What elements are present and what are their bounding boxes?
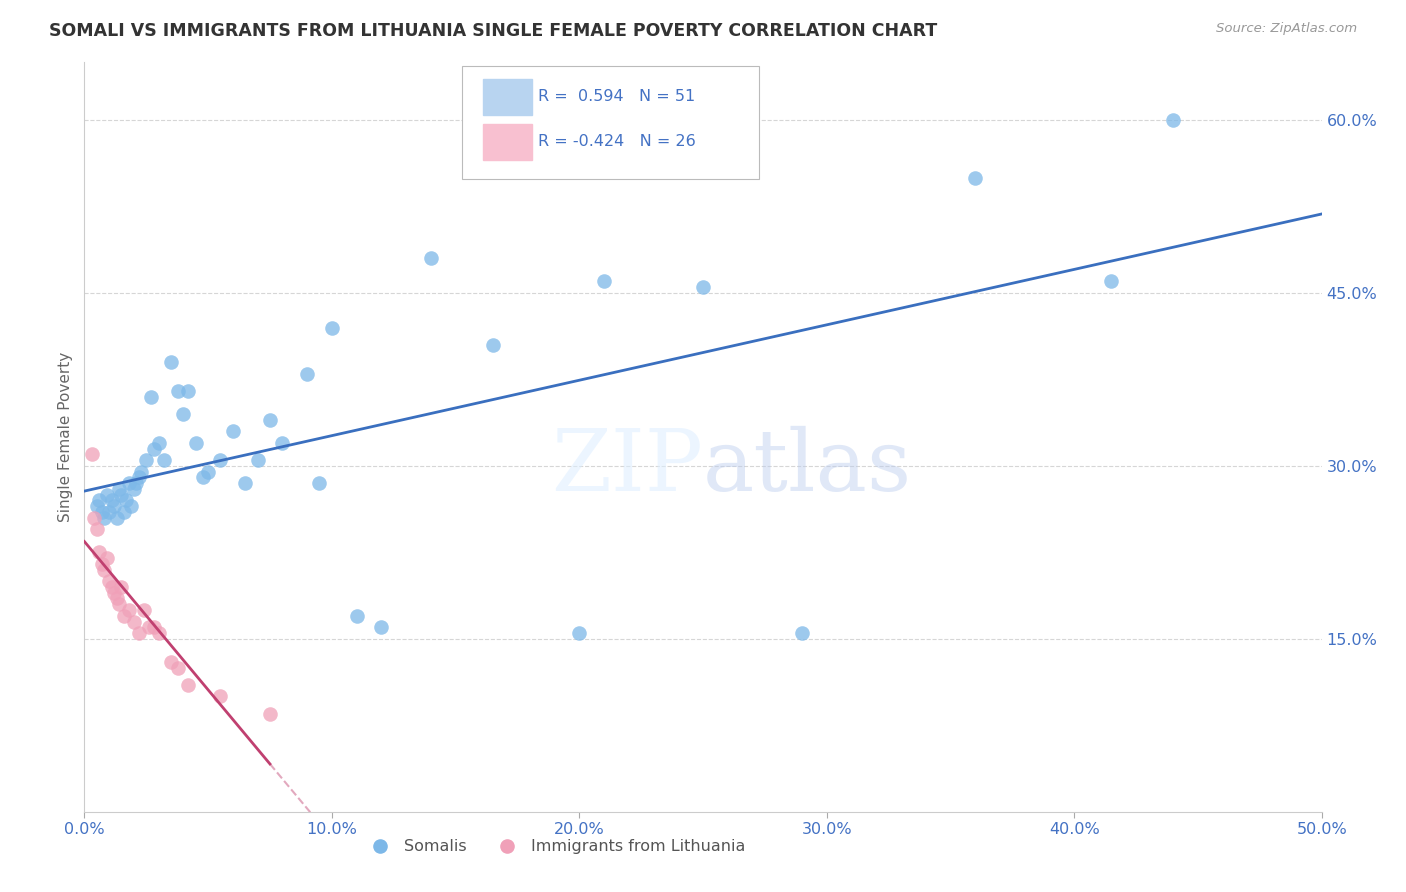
Point bbox=[152, 453, 174, 467]
Point bbox=[593, 275, 616, 289]
Point bbox=[98, 574, 121, 589]
Point bbox=[965, 170, 987, 185]
Point bbox=[148, 626, 170, 640]
Point bbox=[209, 453, 232, 467]
Point bbox=[1161, 113, 1184, 128]
Text: ZIP: ZIP bbox=[551, 425, 703, 508]
FancyBboxPatch shape bbox=[461, 66, 759, 178]
Point bbox=[120, 500, 142, 514]
Point bbox=[172, 407, 194, 421]
Point bbox=[110, 488, 132, 502]
Point bbox=[93, 563, 115, 577]
Point bbox=[233, 476, 256, 491]
Point bbox=[110, 580, 132, 594]
Point bbox=[308, 476, 330, 491]
Point bbox=[83, 510, 105, 524]
Point bbox=[112, 505, 135, 519]
Point bbox=[177, 384, 200, 398]
FancyBboxPatch shape bbox=[482, 78, 533, 115]
Point bbox=[370, 620, 392, 634]
Point bbox=[141, 390, 163, 404]
Point bbox=[246, 453, 269, 467]
Point bbox=[105, 591, 128, 606]
Point bbox=[96, 488, 118, 502]
Point bbox=[122, 615, 145, 629]
Point bbox=[90, 557, 112, 571]
Point bbox=[142, 620, 165, 634]
Point bbox=[115, 493, 138, 508]
Point bbox=[568, 626, 591, 640]
Point bbox=[1099, 275, 1122, 289]
Point bbox=[184, 435, 207, 450]
Text: R = -0.424   N = 26: R = -0.424 N = 26 bbox=[538, 134, 696, 149]
Point bbox=[122, 482, 145, 496]
Point bbox=[160, 355, 183, 369]
Point bbox=[138, 620, 160, 634]
Point bbox=[209, 690, 232, 704]
Point bbox=[419, 252, 441, 266]
Point bbox=[118, 476, 141, 491]
Point bbox=[197, 465, 219, 479]
Y-axis label: Single Female Poverty: Single Female Poverty bbox=[58, 352, 73, 522]
Point bbox=[89, 493, 111, 508]
Legend: Somalis, Immigrants from Lithuania: Somalis, Immigrants from Lithuania bbox=[357, 832, 751, 860]
Point bbox=[118, 603, 141, 617]
Point bbox=[128, 470, 150, 484]
Point bbox=[271, 435, 294, 450]
Point bbox=[98, 505, 121, 519]
Point bbox=[160, 655, 183, 669]
Point bbox=[112, 608, 135, 623]
Point bbox=[222, 425, 245, 439]
Point bbox=[96, 551, 118, 566]
Point bbox=[125, 476, 148, 491]
Point bbox=[93, 510, 115, 524]
Point bbox=[80, 447, 103, 461]
Point bbox=[132, 603, 155, 617]
Point bbox=[177, 678, 200, 692]
Point bbox=[108, 597, 131, 611]
Point bbox=[90, 505, 112, 519]
Point bbox=[86, 522, 108, 536]
Point bbox=[790, 626, 813, 640]
Point bbox=[108, 482, 131, 496]
Point bbox=[692, 280, 714, 294]
Point bbox=[86, 500, 108, 514]
Point bbox=[148, 435, 170, 450]
Point bbox=[129, 465, 152, 479]
Point bbox=[295, 367, 318, 381]
Point bbox=[346, 608, 368, 623]
Text: Source: ZipAtlas.com: Source: ZipAtlas.com bbox=[1216, 22, 1357, 36]
Point bbox=[142, 442, 165, 456]
Text: atlas: atlas bbox=[703, 425, 912, 508]
Text: SOMALI VS IMMIGRANTS FROM LITHUANIA SINGLE FEMALE POVERTY CORRELATION CHART: SOMALI VS IMMIGRANTS FROM LITHUANIA SING… bbox=[49, 22, 938, 40]
Point bbox=[128, 626, 150, 640]
FancyBboxPatch shape bbox=[482, 124, 533, 160]
Point bbox=[167, 660, 190, 674]
Point bbox=[103, 585, 125, 599]
Point bbox=[321, 320, 343, 334]
Point bbox=[259, 413, 281, 427]
Point bbox=[89, 545, 111, 559]
Point bbox=[191, 470, 214, 484]
Point bbox=[481, 338, 503, 352]
Point bbox=[100, 493, 122, 508]
Point bbox=[167, 384, 190, 398]
Point bbox=[103, 500, 125, 514]
Point bbox=[100, 580, 122, 594]
Point bbox=[135, 453, 157, 467]
Point bbox=[105, 510, 128, 524]
Point bbox=[259, 706, 281, 721]
Text: R =  0.594   N = 51: R = 0.594 N = 51 bbox=[538, 88, 696, 103]
